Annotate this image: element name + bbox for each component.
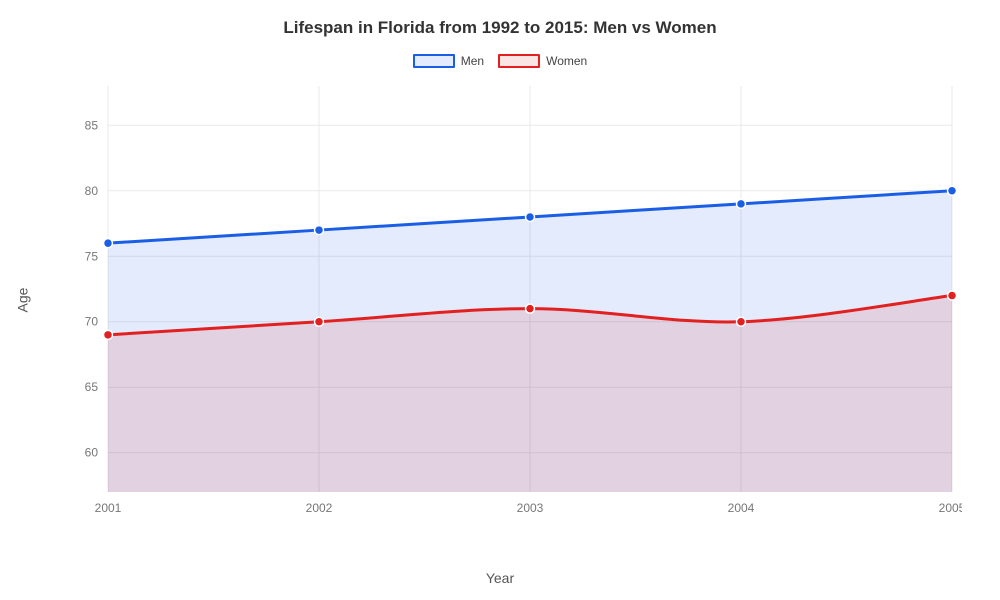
y-tick-label: 60 bbox=[85, 446, 99, 460]
y-tick-label: 85 bbox=[85, 118, 99, 132]
y-tick-label: 75 bbox=[85, 249, 99, 263]
series-marker bbox=[737, 317, 746, 326]
y-tick-label: 65 bbox=[85, 380, 99, 394]
legend-swatch-women bbox=[498, 54, 540, 68]
x-tick-label: 2004 bbox=[728, 501, 755, 515]
series-marker bbox=[104, 330, 113, 339]
legend-item-men: Men bbox=[413, 54, 484, 68]
series-marker bbox=[315, 226, 324, 235]
legend-swatch-men bbox=[413, 54, 455, 68]
x-tick-label: 2002 bbox=[306, 501, 333, 515]
plot-svg: 60 65 70 75 80 85 2001 2002 2003 2004 2005 bbox=[62, 82, 962, 522]
y-axis-label: Age bbox=[14, 288, 30, 313]
x-axis-label: Year bbox=[0, 570, 1000, 586]
series-marker bbox=[526, 304, 535, 313]
legend-label-men: Men bbox=[461, 54, 484, 68]
x-tick-label: 2001 bbox=[95, 501, 122, 515]
legend: Men Women bbox=[0, 54, 1000, 68]
legend-label-women: Women bbox=[546, 54, 587, 68]
chart-container: Lifespan in Florida from 1992 to 2015: M… bbox=[0, 0, 1000, 600]
y-tick-label: 80 bbox=[85, 184, 99, 198]
x-tick-label: 2003 bbox=[517, 501, 544, 515]
series-marker bbox=[948, 291, 957, 300]
series-marker bbox=[526, 212, 535, 221]
y-tick-label: 70 bbox=[85, 315, 99, 329]
chart-title: Lifespan in Florida from 1992 to 2015: M… bbox=[0, 18, 1000, 38]
series-marker bbox=[737, 199, 746, 208]
series-marker bbox=[104, 239, 113, 248]
x-tick-label: 2005 bbox=[939, 501, 962, 515]
plot-area: 60 65 70 75 80 85 2001 2002 2003 2004 2005 bbox=[62, 82, 962, 522]
legend-item-women: Women bbox=[498, 54, 587, 68]
series-marker bbox=[948, 186, 957, 195]
series-marker bbox=[315, 317, 324, 326]
